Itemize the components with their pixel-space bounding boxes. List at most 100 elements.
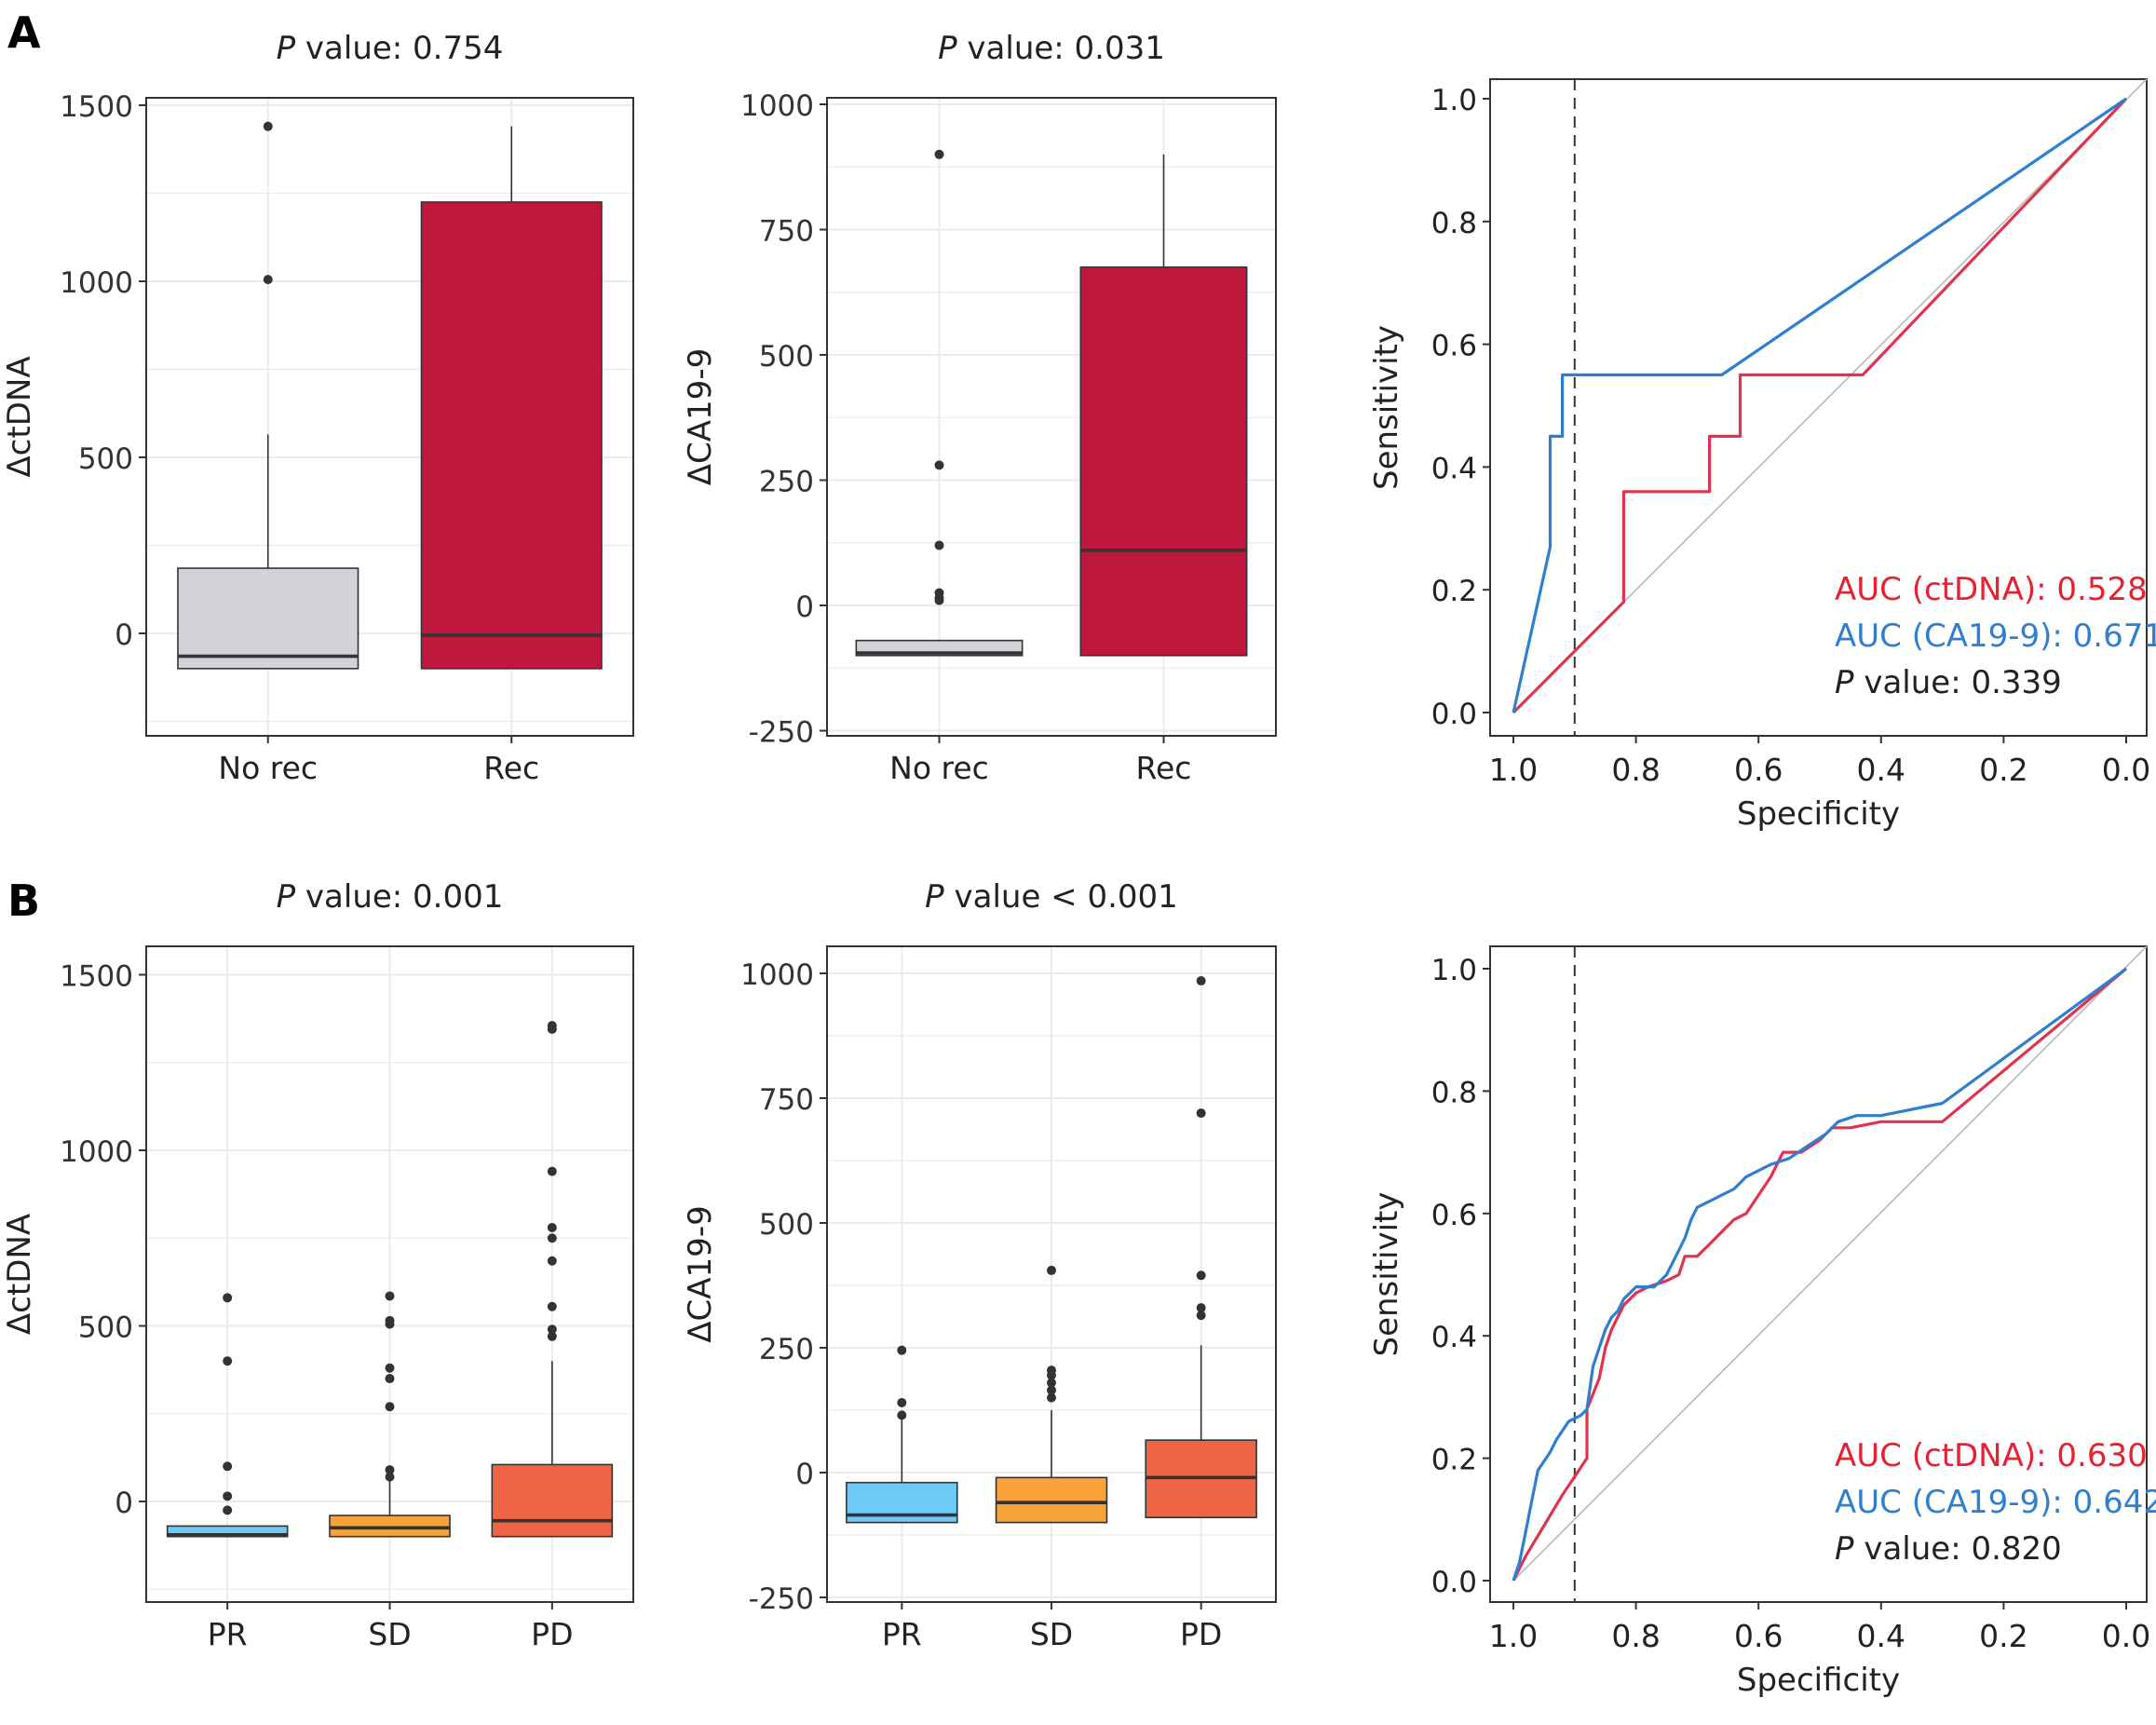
- y-axis-title: Sensitivity: [1368, 325, 1405, 490]
- y-tick-label: 500: [759, 340, 814, 374]
- x-tick-label: PR: [208, 1616, 248, 1652]
- x-tick-label: 1.0: [1489, 752, 1538, 788]
- y-axis-title: ΔCA19-9: [682, 348, 719, 485]
- y-tick-label: 0: [115, 618, 133, 652]
- roc-curve-ca199: [1512, 967, 2127, 1582]
- reference-diagonal: [1512, 945, 2148, 1582]
- outlier-point: [263, 121, 273, 131]
- y-axis-title: ΔctDNA: [1, 356, 38, 477]
- y-tick-label: 750: [759, 1083, 814, 1117]
- auc-ca199-label: AUC (CA19-9): 0.642: [1835, 1484, 2156, 1521]
- outlier-point: [547, 1331, 557, 1341]
- outlier-point: [547, 1222, 557, 1232]
- y-tick-label: 1.0: [1431, 84, 1477, 117]
- y-tick-label: 0.8: [1431, 1076, 1477, 1109]
- roc-p-value-label: P value: 0.820: [1835, 1530, 2062, 1568]
- outlier-point: [1047, 1265, 1056, 1275]
- outlier-point: [547, 1021, 557, 1031]
- auc-ctdna-label: AUC (ctDNA): 0.528: [1835, 571, 2148, 608]
- y-tick-label: 1.0: [1431, 954, 1477, 987]
- outlier-point: [897, 1410, 907, 1420]
- chart-title: P value: 0.001: [277, 878, 504, 916]
- auc-ctdna-label: AUC (ctDNA): 0.630: [1835, 1437, 2148, 1474]
- plot-frame: [145, 97, 634, 737]
- x-tick-label: No rec: [889, 750, 989, 786]
- y-tick-label: 0.2: [1431, 1444, 1477, 1477]
- box-sd: [329, 1514, 451, 1538]
- outlier-point: [385, 1363, 395, 1373]
- outlier-point: [897, 1397, 907, 1407]
- outlier-point: [897, 1345, 907, 1355]
- y-tick-label: -250: [749, 716, 814, 750]
- outlier-point: [263, 275, 273, 285]
- outlier-point: [934, 460, 944, 470]
- y-tick-label: 0.0: [1431, 698, 1477, 731]
- outlier-point: [1196, 1303, 1206, 1313]
- subplot-6: 1.0 1.0 0.8 0.8 0.6 0.6 0.4 0.4 0.2 0.2 0.0 0.0 Spec…: [1368, 945, 2156, 1699]
- outlier-point: [223, 1293, 233, 1303]
- box-pd: [491, 1463, 614, 1538]
- x-axis-title: Specificity: [1737, 1662, 1900, 1699]
- x-tick-label: Rec: [483, 750, 539, 786]
- x-tick-label: PR: [882, 1616, 922, 1652]
- outlier-point: [385, 1374, 395, 1384]
- y-tick-label: 0.4: [1431, 1321, 1477, 1354]
- x-tick-label: 0.8: [1611, 752, 1660, 788]
- outlier-point: [385, 1465, 395, 1475]
- outlier-point: [547, 1233, 557, 1243]
- subplot-4: 0 500 1000 1500 PR SD PD ΔctDNA P value: 0.001: [1, 878, 634, 1652]
- y-tick-label: 0: [795, 591, 814, 624]
- y-axis-title: ΔctDNA: [1, 1214, 38, 1335]
- roc-p-value-label: P value: 0.339: [1835, 664, 2062, 701]
- y-tick-label: 1500: [60, 960, 133, 994]
- subplot-1: 0 500 1000 1500 No rec Rec ΔctDNA P value: 0.75…: [1, 30, 634, 786]
- outlier-point: [385, 1472, 395, 1482]
- chart-title: P value: 0.031: [938, 30, 1165, 67]
- y-tick-label: 0.8: [1431, 207, 1477, 240]
- y-tick-label: 0.6: [1431, 330, 1477, 363]
- x-tick-label: PD: [531, 1616, 573, 1652]
- x-tick-label: 0.2: [1979, 1618, 2027, 1654]
- outlier-point: [934, 149, 944, 159]
- y-tick-label: 0: [795, 1458, 814, 1491]
- y-tick-label: 1000: [740, 89, 814, 123]
- box-pr: [166, 1525, 289, 1538]
- x-tick-label: 0.6: [1734, 752, 1783, 788]
- outlier-point: [223, 1505, 233, 1515]
- x-tick-label: 0.2: [1979, 752, 2027, 788]
- plot-frame: [826, 97, 1277, 737]
- y-tick-label: 0.6: [1431, 1199, 1477, 1232]
- x-tick-label: PD: [1180, 1616, 1222, 1652]
- panel-label-b: B: [7, 876, 41, 926]
- y-tick-label: 1000: [60, 1135, 133, 1169]
- outlier-point: [547, 1256, 557, 1266]
- y-axis-title: ΔCA19-9: [682, 1205, 719, 1342]
- outlier-point: [223, 1461, 233, 1472]
- y-tick-label: 0.2: [1431, 575, 1477, 608]
- roc-curve-ca199: [1512, 97, 2127, 713]
- box-rec: [1079, 266, 1248, 657]
- y-tick-label: 500: [759, 1208, 814, 1242]
- x-tick-label: 0.8: [1611, 1618, 1660, 1654]
- box-no-rec: [177, 567, 359, 670]
- y-tick-label: 1000: [60, 266, 133, 300]
- x-tick-label: 0.4: [1857, 1618, 1905, 1654]
- y-tick-label: 250: [759, 1333, 814, 1366]
- y-tick-label: 0.4: [1431, 452, 1477, 485]
- outlier-point: [1047, 1365, 1056, 1376]
- subplot-3: 1.0 1.0 0.8 0.8 0.6 0.6 0.4 0.4 0.2 0.2 0.0 0.0 Spec…: [1368, 78, 2156, 833]
- x-tick-label: SD: [1030, 1616, 1073, 1652]
- outlier-point: [1196, 976, 1206, 986]
- y-tick-label: 250: [759, 466, 814, 499]
- outlier-point: [934, 540, 944, 550]
- outlier-point: [547, 1166, 557, 1176]
- x-tick-label: No rec: [218, 750, 318, 786]
- subplot-5: -250 0 250 500 750 1000 PR SD PD ΔCA19-9 P value <…: [682, 878, 1277, 1652]
- outlier-point: [385, 1402, 395, 1412]
- y-tick-label: 750: [759, 215, 814, 249]
- x-tick-label: 0.6: [1734, 1618, 1783, 1654]
- y-axis-title: Sensitivity: [1368, 1191, 1405, 1356]
- outlier-point: [934, 588, 944, 598]
- x-axis-title: Specificity: [1737, 795, 1900, 833]
